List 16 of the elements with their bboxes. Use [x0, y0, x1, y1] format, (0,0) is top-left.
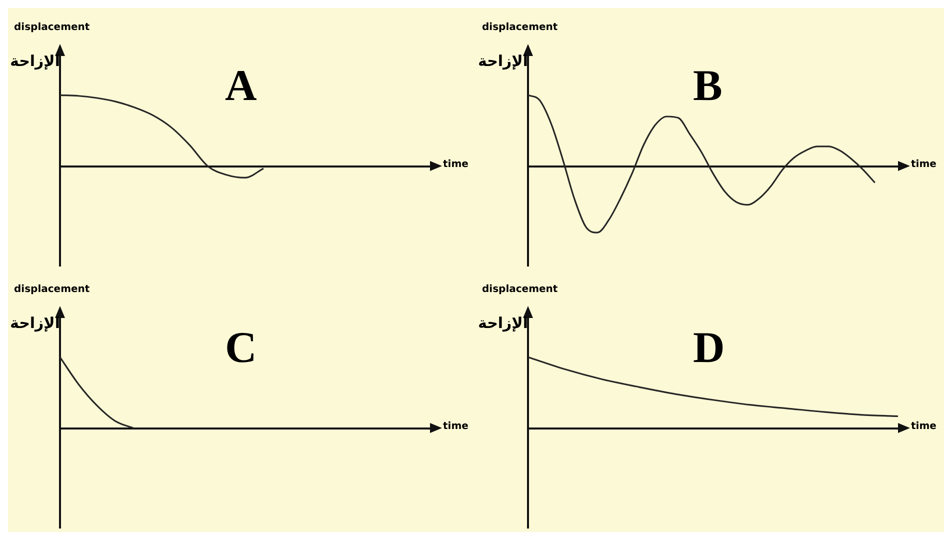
text: الإزاحة — [10, 314, 60, 332]
y-axis-title: displacement — [14, 22, 90, 33]
y-axis-title: displacement — [482, 284, 558, 295]
chart-title: D — [693, 322, 725, 373]
x-axis-title: time — [443, 421, 468, 432]
x-axis-title: time — [911, 421, 936, 432]
chart-title: B — [693, 60, 722, 111]
chart-title: A — [225, 60, 257, 111]
y-axis-title: displacement — [482, 22, 558, 33]
text: الإزاحة — [478, 314, 528, 332]
y-axis-title: displacement — [14, 284, 90, 295]
x-axis-title: time — [911, 159, 936, 170]
x-axis-title: time — [443, 159, 468, 170]
chart-title: C — [225, 322, 257, 373]
text: الإزاحة — [10, 52, 60, 70]
text: الإزاحة — [478, 52, 528, 70]
